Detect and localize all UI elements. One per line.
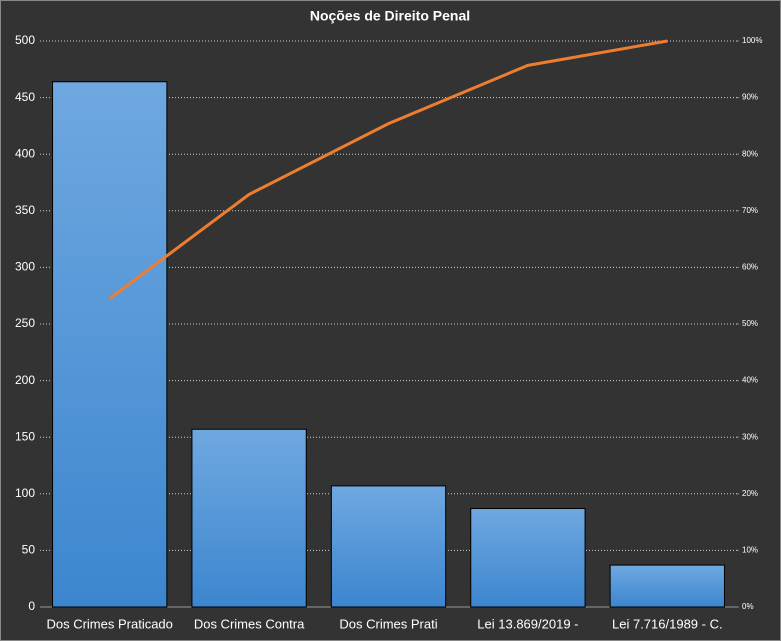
chart-title: Noções de Direito Penal <box>310 8 470 24</box>
x-tick-label: Dos Crimes Contra <box>194 616 305 631</box>
y2-tick-label: 70% <box>742 206 758 215</box>
y-tick-label: 50 <box>22 543 36 557</box>
y2-tick-label: 0% <box>742 602 754 611</box>
y-tick-label: 100 <box>15 486 35 500</box>
bar <box>52 81 168 608</box>
y-tick-label: 400 <box>15 146 35 160</box>
y2-tick-label: 60% <box>742 263 758 272</box>
y2-tick-label: 10% <box>742 546 758 555</box>
bar <box>191 428 307 608</box>
bar <box>330 485 447 608</box>
y2-tick-label: 50% <box>742 319 758 328</box>
y2-tick-label: 100% <box>742 36 762 45</box>
x-tick-label: Lei 7.716/1989 - C. <box>612 616 723 631</box>
bar <box>470 508 586 608</box>
y2-tick-label: 80% <box>742 149 758 158</box>
cumulative-line <box>108 39 668 300</box>
y2-tick-label: 20% <box>742 489 758 498</box>
y-tick-label: 0 <box>28 599 35 613</box>
x-tick-label: Dos Crimes Praticado <box>46 616 172 631</box>
y-tick-label: 300 <box>15 260 35 274</box>
y2-tick-label: 30% <box>742 432 758 441</box>
y-tick-label: 200 <box>15 373 35 387</box>
y-tick-label: 250 <box>15 316 35 330</box>
x-tick-label: Lei 13.869/2019 - <box>477 616 578 631</box>
y-tick-label: 350 <box>15 203 35 217</box>
y2-tick-label: 90% <box>742 93 758 102</box>
y2-tick-label: 40% <box>742 376 758 385</box>
y-tick-label: 450 <box>15 90 35 104</box>
x-tick-label: Dos Crimes Prati <box>339 616 437 631</box>
y-tick-label: 500 <box>15 33 35 47</box>
y-tick-label: 150 <box>15 429 35 443</box>
bar <box>609 564 725 608</box>
